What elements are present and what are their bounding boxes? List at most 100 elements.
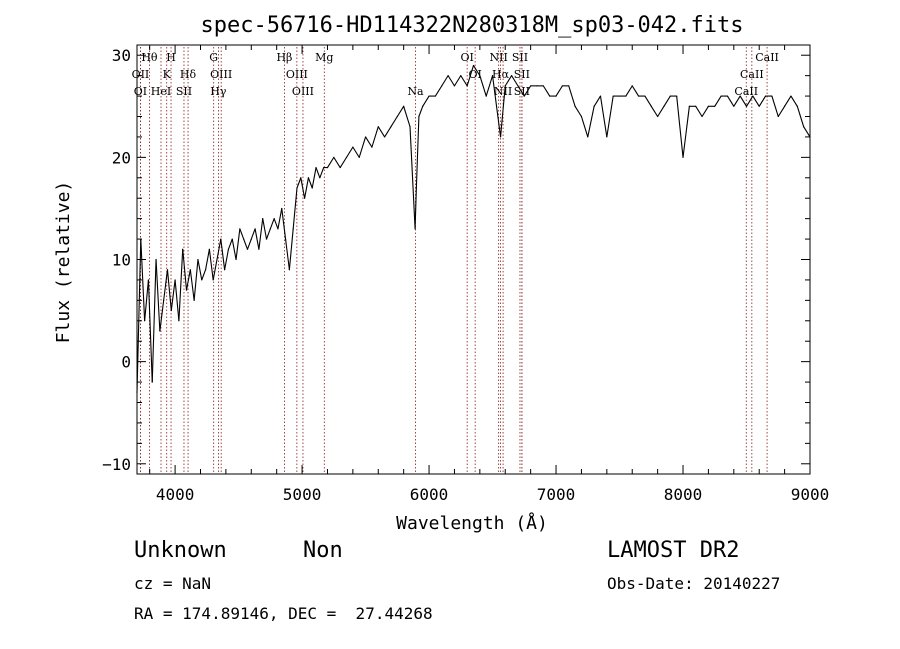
marker-label-4: K bbox=[163, 68, 172, 81]
spectrum-segment-125 bbox=[790, 95, 798, 107]
spectrum-point-118 bbox=[745, 105, 748, 107]
spectrum-point-112 bbox=[707, 105, 710, 107]
spectrum-point-58 bbox=[377, 126, 379, 128]
spectrum-point-37 bbox=[277, 228, 279, 230]
spectrum-segment-11 bbox=[178, 249, 184, 321]
spectrum-segment-46 bbox=[311, 167, 317, 189]
spectrum-segment-32 bbox=[258, 218, 264, 250]
spectrum-point-86 bbox=[542, 85, 544, 87]
marker-label-5: HeI bbox=[151, 85, 171, 98]
spectrum-segment-22 bbox=[220, 239, 226, 270]
spectrum-point-81 bbox=[510, 75, 513, 77]
spectrum-segment-75 bbox=[473, 65, 481, 76]
y-tick-label-0: −10 bbox=[102, 455, 131, 474]
spectrum-segment-50 bbox=[327, 157, 335, 168]
spectrum-segment-1 bbox=[140, 239, 146, 321]
marker-label-25: CaII bbox=[740, 68, 764, 81]
spectrum-point-117 bbox=[739, 95, 741, 97]
spectrum-segment-95 bbox=[599, 95, 608, 138]
spectrum-point-72 bbox=[453, 85, 456, 87]
spectrum-segment-58 bbox=[377, 126, 386, 138]
marker-label-12: OIII bbox=[286, 68, 308, 81]
spectrum-point-94 bbox=[593, 105, 595, 107]
x-tick-label-3: 7000 bbox=[537, 485, 576, 504]
y-tick-label-3: 20 bbox=[112, 148, 131, 167]
obs-date: Obs-Date: 20140227 bbox=[607, 574, 781, 593]
spectrum-series bbox=[136, 64, 811, 393]
spectrum-point-68 bbox=[428, 95, 430, 97]
spectrum-point-24 bbox=[227, 248, 230, 250]
spectrum-point-31 bbox=[254, 228, 256, 230]
marker-label-14: Mg bbox=[315, 51, 333, 64]
spectrum-segment-116 bbox=[733, 95, 741, 107]
spectrum-point-77 bbox=[485, 95, 487, 97]
spectrum-point-34 bbox=[265, 238, 268, 240]
spectrum-point-109 bbox=[688, 105, 690, 107]
spectrum-segment-54 bbox=[352, 146, 360, 158]
spectrum-point-28 bbox=[243, 238, 245, 240]
spectrum-point-42 bbox=[296, 187, 298, 189]
spectrum-point-13 bbox=[185, 289, 188, 291]
spectrum-point-66 bbox=[418, 115, 420, 118]
spectrum-segment-23 bbox=[224, 249, 229, 270]
spectrum-point-127 bbox=[803, 126, 805, 128]
spectrum-point-114 bbox=[720, 95, 722, 97]
spectrum-point-18 bbox=[204, 269, 207, 271]
y-tick-label-4: 30 bbox=[112, 46, 131, 65]
spectrum-point-54 bbox=[352, 146, 354, 148]
spectrum-point-41 bbox=[292, 228, 294, 230]
spectrum-segment-28 bbox=[243, 238, 248, 250]
spectrum-point-57 bbox=[371, 146, 373, 148]
spectrum-point-4 bbox=[151, 381, 153, 383]
marker-label-21: SII bbox=[512, 51, 528, 64]
spectrum-segment-18 bbox=[205, 249, 210, 270]
x-axis-label: Wavelength (Å) bbox=[396, 512, 548, 534]
spectrum-segment-21 bbox=[216, 238, 222, 260]
spectrum-point-32 bbox=[258, 248, 260, 250]
spectrum-segment-5 bbox=[155, 259, 161, 332]
spectrum-point-22 bbox=[220, 238, 222, 240]
spectrum-segment-15 bbox=[193, 259, 199, 301]
marker-label-20: NII bbox=[494, 85, 512, 98]
spectrum-segment-6 bbox=[159, 300, 165, 332]
marker-label-15: Na bbox=[407, 85, 424, 98]
spectrum-segment-107 bbox=[676, 96, 684, 158]
spectrum-segment-57 bbox=[371, 126, 379, 148]
spectrum-segment-37 bbox=[277, 208, 283, 229]
spectrum-point-44 bbox=[304, 197, 306, 199]
spectrum-segment-108 bbox=[682, 106, 690, 158]
spectrum-segment-126 bbox=[796, 106, 805, 127]
spectrum-segment-86 bbox=[542, 85, 551, 97]
spectrum-segment-81 bbox=[511, 75, 519, 87]
spectrum-segment-20 bbox=[212, 259, 218, 281]
spectrum-point-38 bbox=[281, 207, 283, 210]
spectrum-point-33 bbox=[262, 218, 264, 220]
spectrum-point-53 bbox=[345, 156, 348, 158]
plot-frame bbox=[136, 44, 811, 475]
spectrum-segment-45 bbox=[307, 177, 313, 189]
x-tick-label-4: 8000 bbox=[664, 485, 703, 504]
spectrum-segment-110 bbox=[695, 105, 703, 117]
spectrum-segment-104 bbox=[657, 105, 665, 117]
spectrum-point-10 bbox=[174, 279, 176, 281]
spectrum-point-5 bbox=[155, 258, 157, 261]
x-tick-label-2: 6000 bbox=[410, 485, 449, 504]
spectrum-segment-59 bbox=[384, 126, 392, 138]
spectrum-point-20 bbox=[212, 279, 214, 281]
spectrum-point-9 bbox=[170, 309, 172, 312]
spectrum-segment-74 bbox=[466, 65, 475, 87]
spectrum-point-124 bbox=[784, 105, 786, 107]
spectrum-segment-100 bbox=[631, 85, 640, 97]
spectrum-point-126 bbox=[796, 105, 798, 107]
spectrum-segment-76 bbox=[479, 75, 487, 97]
spectrum-segment-69 bbox=[434, 85, 443, 97]
spectrum-point-29 bbox=[246, 248, 249, 250]
spectrum-point-8 bbox=[166, 269, 169, 271]
y-tick-label-1: 0 bbox=[121, 353, 131, 372]
spectrum-point-105 bbox=[663, 105, 665, 107]
spectrum-point-79 bbox=[499, 136, 502, 138]
spectrum-segment-127 bbox=[803, 126, 811, 138]
spectrum-point-87 bbox=[549, 95, 551, 97]
spectrum-segment-83 bbox=[523, 85, 532, 97]
